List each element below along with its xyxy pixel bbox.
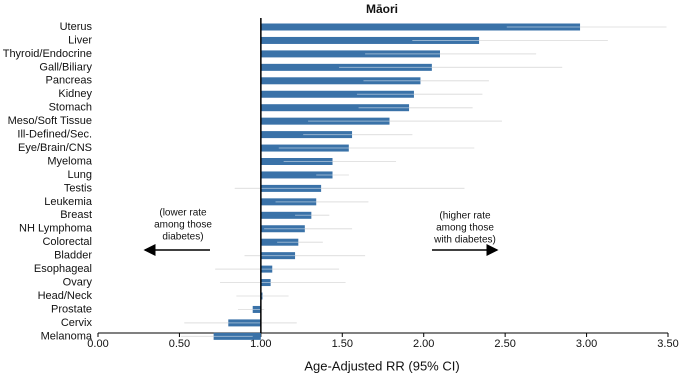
bar xyxy=(260,198,317,206)
bar xyxy=(260,144,349,152)
x-tick-label: 2.50 xyxy=(494,338,515,350)
category-label: Pancreas xyxy=(46,75,93,87)
bar xyxy=(260,36,480,44)
bar xyxy=(260,279,271,287)
bar xyxy=(260,171,333,179)
x-tick-label: 1.00 xyxy=(250,338,271,350)
annotation: among those xyxy=(436,223,494,234)
category-label: Myeloma xyxy=(47,155,93,167)
annotation: diabetes) xyxy=(162,232,203,243)
bar xyxy=(260,63,432,71)
category-label: Eye/Brain/CNS xyxy=(18,142,92,154)
category-label: Testis xyxy=(64,182,93,194)
category-label: Cervix xyxy=(61,317,93,329)
category-label: Stomach xyxy=(49,102,92,114)
bar xyxy=(260,252,296,260)
bar xyxy=(213,332,261,340)
category-label: NH Lymphoma xyxy=(19,223,93,235)
x-tick-label: 0.00 xyxy=(87,338,108,350)
annotation: among those xyxy=(154,220,212,231)
bar xyxy=(260,117,390,125)
annotation: with diabetes) xyxy=(433,235,496,246)
x-tick-label: 0.50 xyxy=(169,338,190,350)
category-label: Esophageal xyxy=(34,263,92,275)
category-label: Uterus xyxy=(60,21,93,33)
bar xyxy=(260,104,410,112)
category-label: Melanoma xyxy=(41,330,93,342)
category-label: Thyroid/Endocrine xyxy=(3,48,92,60)
category-label: Leukemia xyxy=(44,196,93,208)
x-tick-label: 3.50 xyxy=(657,338,678,350)
category-label: Gall/Biliary xyxy=(39,61,92,73)
bar xyxy=(260,238,299,246)
x-tick-label: 2.00 xyxy=(413,338,434,350)
bar xyxy=(260,77,421,85)
category-label: Colorectal xyxy=(42,236,92,248)
x-tick-label: 1.50 xyxy=(332,338,353,350)
bar xyxy=(260,23,581,31)
bar xyxy=(260,90,414,98)
bar xyxy=(260,225,305,233)
x-tick-label: 3.00 xyxy=(576,338,597,350)
x-axis-label: Age-Adjusted RR (95% CI) xyxy=(304,358,459,373)
category-label: Head/Neck xyxy=(38,290,93,302)
bar xyxy=(260,211,312,219)
annotation: (higher rate xyxy=(439,211,491,222)
bar xyxy=(260,184,322,192)
category-label: Lung xyxy=(68,169,92,181)
chart-title: Māori xyxy=(366,2,398,16)
bar xyxy=(260,158,333,165)
category-label: Breast xyxy=(60,209,92,221)
category-label: Bladder xyxy=(54,250,92,262)
category-label: Ovary xyxy=(63,276,93,288)
bar xyxy=(260,265,273,273)
category-label: Ill-Defined/Sec. xyxy=(17,129,92,141)
category-label: Liver xyxy=(68,34,92,46)
category-label: Meso/Soft Tissue xyxy=(8,115,92,127)
bar xyxy=(260,50,440,58)
bar xyxy=(228,319,261,327)
bar xyxy=(252,305,261,313)
bar xyxy=(260,292,263,300)
bar xyxy=(260,131,353,139)
annotation: (lower rate xyxy=(159,208,207,219)
category-label: Kidney xyxy=(58,88,92,100)
category-label: Prostate xyxy=(51,303,92,315)
